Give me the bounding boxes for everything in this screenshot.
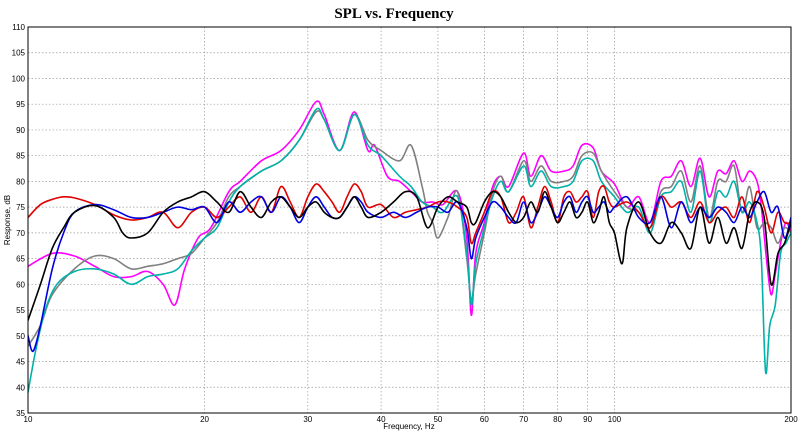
x-tick-label: 100 [608,415,622,424]
y-tick-label: 70 [16,229,25,238]
x-tick-label: 40 [377,415,386,424]
y-tick-label: 105 [12,49,26,58]
y-tick-label: 60 [16,280,25,289]
y-tick-label: 45 [16,358,25,367]
x-tick-label: 60 [480,415,489,424]
y-tick-label: 40 [16,383,25,392]
x-axis-label: Frequency, Hz [383,422,434,431]
series-line-gray [28,109,791,347]
x-tick-label: 30 [303,415,312,424]
x-tick-label: 80 [553,415,562,424]
chart-title: SPL vs. Frequency [334,6,454,22]
x-tick-label: 70 [519,415,528,424]
grid-layer [28,27,791,413]
plot-frame [27,26,792,414]
y-tick-labels: 35 40 45 50 55 60 65 70 75 80 85 90 95 100 105 110 [12,23,26,418]
y-tick-label: 95 [16,100,25,109]
series-line-black [28,190,791,322]
y-axis-label: Response, dB [3,195,12,245]
y-tick-label: 90 [16,126,25,135]
x-tick-label: 90 [583,415,592,424]
x-tick-label: 20 [200,415,209,424]
series-line-blue [28,190,791,353]
y-tick-label: 110 [12,23,25,32]
y-tick-label: 50 [16,332,25,341]
y-tick-label: 80 [16,177,25,186]
x-tick-label: 200 [784,415,798,424]
series-layer [28,100,791,394]
y-tick-label: 65 [16,255,25,264]
y-tick-label: 85 [16,152,25,161]
series-line-magenta [28,100,791,317]
x-tick-labels: 10 20 30 40 50 60 70 80 90 100 200 [24,415,799,424]
y-tick-label: 35 [16,409,25,418]
x-tick-label: 10 [24,415,33,424]
y-tick-label: 100 [12,74,26,83]
x-tick-label: 50 [433,415,442,424]
series-line-teal [28,107,791,394]
y-tick-label: 75 [16,203,25,212]
y-tick-label: 55 [16,306,25,315]
